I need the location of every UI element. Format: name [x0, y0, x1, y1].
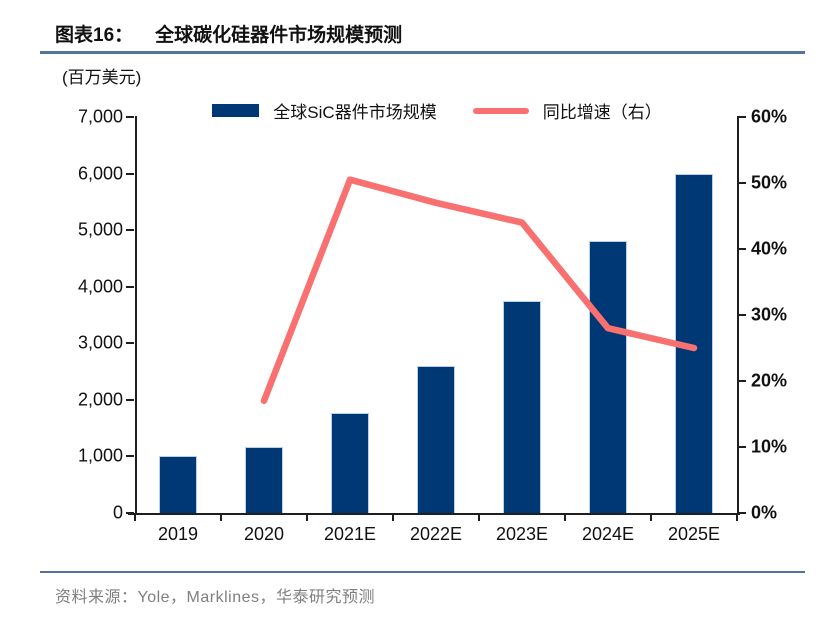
right-axis-tick-label: 10%: [751, 436, 788, 457]
right-axis-tick-label: 20%: [751, 370, 788, 391]
figure-title: 图表16： 全球碳化硅器件市场规模预测: [55, 20, 402, 47]
x-axis-category-label: 2022E: [409, 524, 463, 544]
left-axis-tick-label: 7,000: [77, 106, 123, 127]
right-axis-tick: [738, 512, 746, 514]
x-axis-tick: [564, 514, 566, 521]
left-axis-tick-label: 6,000: [77, 163, 123, 184]
x-axis-tick: [392, 514, 394, 521]
legend-line-swatch: [472, 107, 529, 114]
right-axis-tick-label: 40%: [751, 238, 788, 259]
right-axis-tick-label: 0%: [751, 502, 778, 523]
x-axis-tick: [478, 514, 480, 521]
growth-line: [260, 176, 698, 405]
x-axis-line: [128, 513, 740, 515]
left-axis-tick: [126, 285, 134, 288]
x-axis-tick: [650, 514, 652, 521]
chart-legend: 全球SiC器件市场规模 同比增速（右）: [135, 98, 739, 123]
x-axis-category-label: 2021E: [323, 524, 377, 544]
right-axis-tick-label: 30%: [751, 304, 788, 325]
bar-2023E: [503, 300, 541, 513]
bar-2019: [159, 456, 197, 513]
right-axis-tick: [738, 446, 746, 448]
growth-line-layer: [260, 176, 698, 405]
x-axis-tick: [306, 514, 308, 521]
right-axis-tick: [738, 380, 746, 382]
left-axis-tick-label: 3,000: [77, 332, 123, 353]
x-axis-category-label: 2019: [157, 524, 199, 544]
right-axis-tick: [738, 314, 746, 316]
x-axis-tick: [220, 514, 222, 521]
left-axis-tick: [126, 398, 134, 401]
legend-bar-label: 全球SiC器件市场规模: [273, 103, 437, 122]
plot-area: 0 1,000 2,000 3,000 4,000 5,000 6,000 7,000 0% 10…: [78, 107, 787, 545]
figure-number: 图表16：: [55, 25, 134, 46]
left-axis-tick: [126, 116, 134, 118]
left-axis-tick: [126, 229, 134, 232]
figure-title-text: 全球碳化硅器件市场规模预测: [155, 25, 403, 46]
left-axis-units-label: (百万美元): [62, 68, 142, 87]
footer-divider: [40, 571, 805, 573]
legend-line-label: 同比增速（右）: [542, 103, 662, 122]
right-axis-tick-label: 50%: [751, 172, 788, 193]
left-axis-tick: [126, 172, 134, 175]
left-axis-tick-label: 4,000: [77, 276, 123, 297]
title-underline: [40, 51, 805, 54]
bar-2021E: [331, 412, 369, 513]
x-axis-category-label: 2023E: [495, 524, 549, 544]
left-axis-tick-label: 1,000: [77, 445, 123, 466]
left-axis-tick: [126, 512, 134, 514]
right-axis-tick-label: 60%: [751, 106, 788, 127]
bar-2024E: [589, 241, 627, 513]
right-axis-tick: [738, 116, 746, 118]
left-axis-tick-label: 0: [112, 502, 123, 523]
bar-2020: [245, 446, 283, 513]
left-axis-tick-label: 5,000: [77, 219, 123, 240]
source-note: 资料来源：Yole，Marklines，华泰研究预测: [55, 589, 376, 606]
x-axis-category-label: 2024E: [581, 524, 635, 544]
left-axis-tick: [126, 455, 134, 458]
left-axis-tick-label: 2,000: [77, 389, 123, 410]
left-axis-line: [135, 116, 137, 515]
x-axis-category-label: 2025E: [667, 524, 721, 544]
legend-bar-swatch: [212, 104, 260, 117]
bar-2022E: [417, 365, 455, 513]
right-axis-tick: [738, 248, 746, 250]
x-axis-tick: [736, 514, 738, 521]
x-axis-category-label: 2020: [243, 524, 285, 544]
left-axis-tick: [126, 342, 134, 345]
x-axis-tick: [134, 514, 136, 521]
right-axis-tick: [738, 182, 746, 184]
